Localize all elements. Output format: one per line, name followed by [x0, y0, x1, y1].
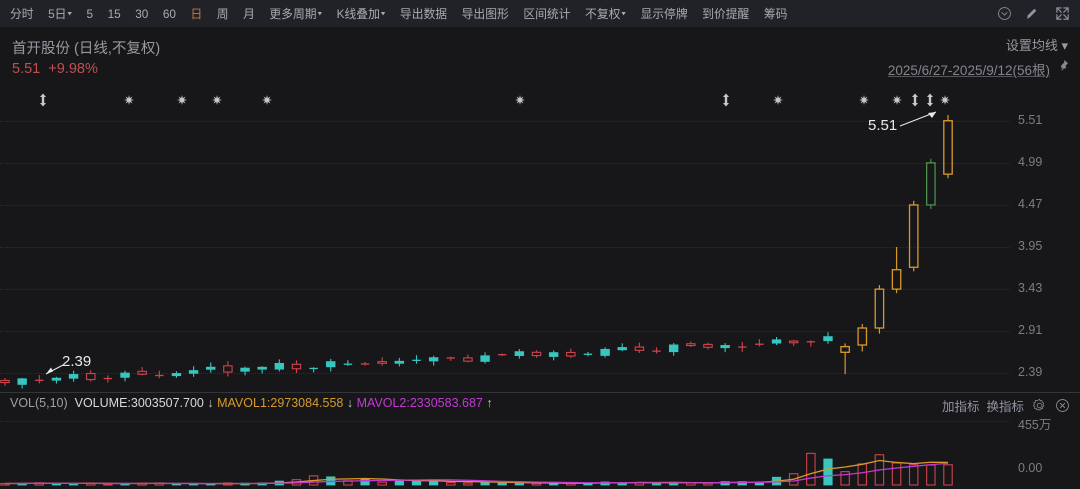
svg-text:2.39: 2.39	[62, 353, 91, 370]
svg-text:5.51: 5.51	[868, 117, 897, 134]
